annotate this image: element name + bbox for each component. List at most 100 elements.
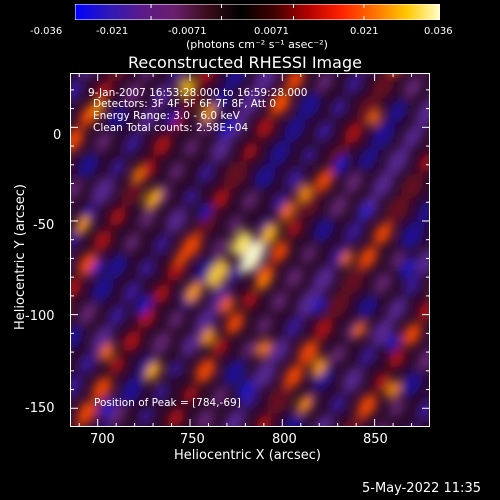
colorbar-tick-label: -0.0071 — [168, 26, 207, 37]
heatmap-cell — [301, 244, 317, 264]
heatmap-cell — [93, 229, 112, 252]
heatmap-cell — [402, 322, 422, 347]
heatmap-cell — [373, 222, 393, 246]
time-range-annotation: 9-Jan-2007 16:53:28.000 to 16:59:28.000 — [88, 87, 308, 99]
heatmap-hotspot — [240, 240, 265, 273]
x-tick-label: 700 — [90, 432, 115, 447]
heatmap-cell — [415, 98, 430, 128]
heatmap-cell — [417, 200, 430, 224]
heatmap-coldspot — [164, 109, 179, 127]
heatmap-cell — [388, 99, 408, 124]
colorbar-tick-label: 0.021 — [350, 26, 379, 37]
heatmap-cell — [419, 153, 430, 172]
heatmap-cell — [168, 309, 184, 330]
heatmap-cell — [314, 317, 333, 341]
heatmap-cell — [357, 295, 378, 319]
heatmap-cell — [312, 414, 334, 427]
chart-title: Reconstructed RHESSI Image — [128, 53, 362, 72]
heatmap-hotspot — [201, 328, 216, 347]
heatmap-cell — [153, 233, 171, 255]
heatmap-cell — [94, 131, 112, 152]
heatmap-hotspot — [256, 339, 272, 358]
heatmap-cell — [387, 296, 408, 322]
heatmap-cell — [268, 337, 290, 364]
heatmap-cell — [70, 78, 84, 102]
heatmap-cell — [284, 167, 305, 191]
heatmap-cell — [370, 318, 394, 347]
heatmap-cell — [91, 176, 115, 206]
heatmap-hotspot — [275, 91, 289, 108]
colorbar-tick-label: 0.0071 — [254, 26, 289, 37]
heatmap-cell — [286, 219, 302, 238]
heatmap-cell — [70, 374, 83, 399]
heatmap-cell — [151, 331, 171, 355]
heatmap-cell — [70, 277, 82, 299]
heatmap-cell — [94, 81, 112, 103]
peak-position-annotation: Position of Peak = [784,-69] — [94, 397, 241, 409]
heatmap-cell — [358, 245, 378, 270]
heatmap-cell — [315, 73, 333, 93]
heatmap-cell — [227, 215, 243, 234]
heatmap-cell — [418, 300, 430, 322]
heatmap-hotspot — [184, 281, 203, 303]
heatmap-hotspot — [131, 166, 145, 183]
heatmap-cell — [358, 146, 379, 171]
heatmap-hotspot — [297, 183, 312, 202]
heatmap-coldspot — [386, 333, 400, 352]
heatmap-cell — [374, 372, 390, 392]
heatmap-cell — [313, 217, 334, 243]
heatmap-cell — [401, 173, 424, 200]
heatmap-hotspot — [99, 343, 115, 362]
heatmap-cell — [165, 207, 188, 234]
heatmap-cell — [183, 138, 200, 157]
heatmap-cell — [386, 196, 409, 225]
heatmap-hotspot — [231, 230, 252, 257]
heatmap-cell — [196, 408, 215, 427]
heatmap-coldspot — [98, 397, 116, 419]
heatmap-cell — [168, 359, 184, 378]
heatmap-cell — [223, 358, 247, 387]
heatmap-cell — [270, 240, 289, 264]
heatmap-cell — [283, 364, 304, 389]
heatmap-cell — [358, 345, 377, 368]
heatmap-cell — [386, 146, 410, 175]
heatmap-cell — [70, 324, 83, 350]
heatmap-cell — [168, 73, 186, 83]
heatmap-cell — [76, 399, 98, 425]
heatmap-cell — [256, 315, 273, 335]
heatmap-plot — [70, 73, 430, 427]
heatmap-cell — [212, 386, 228, 406]
heatmap-cell — [180, 332, 201, 357]
heatmap-cell — [344, 171, 363, 194]
energy-annotation: Energy Range: 3.0 - 6.0 keV — [93, 110, 240, 122]
heatmap-cell — [183, 187, 200, 207]
colorbar-tick-label: 0.036 — [424, 26, 453, 37]
detectors-annotation: Detectors: 3F 4F 5F 6F 7F 8F, Att 0 — [93, 98, 277, 110]
heatmap-cell — [298, 339, 319, 366]
heatmap-cell — [137, 107, 158, 132]
heatmap-cell — [70, 178, 82, 200]
heatmap-cell — [77, 152, 99, 179]
heatmap-cell — [312, 265, 336, 294]
heatmap-hotspot — [219, 296, 235, 315]
heatmap-cell — [224, 409, 245, 427]
colorbar — [75, 4, 440, 20]
heatmap-cell — [252, 360, 276, 389]
heatmap-cell — [329, 393, 347, 415]
heatmap-cell — [254, 163, 276, 190]
heatmap-cell — [371, 171, 394, 198]
heatmap-cell — [107, 303, 127, 328]
heatmap-coldspot — [333, 154, 350, 176]
heatmap-cell — [195, 358, 216, 384]
heatmap-cell — [153, 283, 170, 304]
heatmap-hotspot — [75, 215, 91, 234]
heatmap-hotspot — [90, 99, 106, 118]
x-tick-label: 800 — [272, 432, 297, 447]
heatmap-coldspot — [218, 116, 236, 138]
heatmap-cell — [330, 97, 348, 118]
heatmap-cell — [238, 87, 263, 117]
y-tick-label: -150 — [25, 401, 55, 416]
heatmap-cell — [138, 406, 154, 426]
clean-counts-annotation: Clean Total counts: 2.58E+04 — [93, 122, 249, 134]
heatmap-cell — [212, 337, 228, 357]
